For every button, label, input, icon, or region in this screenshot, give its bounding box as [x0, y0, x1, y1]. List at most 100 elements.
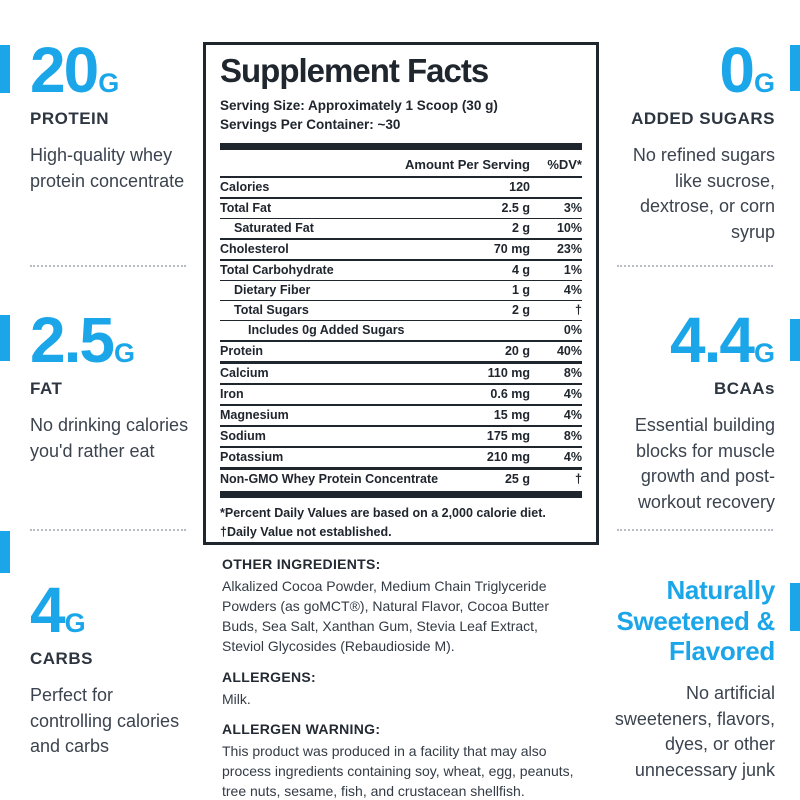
- nutrient-dv: 1%: [563, 263, 582, 278]
- nutrient-name: Magnesium: [220, 408, 289, 423]
- accent-bar-left-protein: [0, 45, 10, 93]
- callout-carbs: 4G CARBS Perfect for controlling calorie…: [30, 578, 190, 760]
- accent-bar-left-fat: [0, 315, 10, 361]
- nutrient-dv: †: [575, 472, 582, 487]
- nutrient-dv: 4%: [563, 283, 582, 298]
- unit-grams: G: [113, 338, 135, 368]
- allergens-body: Milk.: [222, 690, 251, 707]
- nutrient-name: Iron: [220, 387, 244, 402]
- protein-description: High-quality whey protein concentrate: [30, 145, 185, 191]
- nutrient-dv: 4%: [563, 408, 582, 423]
- nutrient-dv: 4%: [563, 387, 582, 402]
- nutrient-name: Saturated Fat: [234, 221, 314, 236]
- nutrient-name: Potassium: [220, 450, 284, 465]
- nutrient-name: Calories: [220, 180, 270, 195]
- nutrient-row: Cholesterol 70 mg 23%: [220, 240, 582, 261]
- callout-fat: 2.5G FAT No drinking calories you'd rath…: [30, 308, 190, 464]
- callout-bcaas: 4.4G BCAAs Essential building blocks for…: [603, 308, 775, 515]
- accent-bar-right-added-sugars: [790, 45, 800, 91]
- supplement-facts-title: Supplement Facts: [220, 52, 489, 89]
- nutrient-dv: 4%: [563, 450, 582, 465]
- dotted-divider: [30, 265, 186, 267]
- facts-header-row: Amount Per Serving %DV*: [220, 150, 582, 178]
- nutrient-amount: 20 g: [504, 344, 530, 359]
- accent-bar-left-carbs: [0, 531, 10, 573]
- nutrient-dv: 8%: [563, 366, 582, 381]
- unit-grams: G: [753, 338, 775, 368]
- nutrient-dv: 10%: [556, 221, 582, 236]
- servings-per-container: Servings Per Container: ~30: [220, 117, 401, 133]
- nutrient-amount: 110 mg: [487, 366, 530, 381]
- nutrient-row: Iron 0.6 mg 4%: [220, 385, 582, 406]
- added-sugars-label: ADDED SUGARS: [631, 109, 775, 128]
- nutrient-amount: 2 g: [511, 221, 530, 236]
- nutrient-row: Non-GMO Whey Protein Concentrate 25 g †: [220, 470, 582, 489]
- nutrient-row: Total Fat 2.5 g 3%: [220, 199, 582, 219]
- bcaas-amount: 4.4G: [670, 304, 775, 376]
- nutrient-name: Total Sugars: [234, 303, 309, 318]
- nutrient-dv: 40%: [556, 344, 582, 359]
- nutrient-name: Calcium: [220, 366, 269, 381]
- nutrient-name: Cholesterol: [220, 242, 289, 257]
- callout-added-sugars: 0G ADDED SUGARS No refined sugars like s…: [603, 38, 775, 245]
- nutrient-dv: 3%: [563, 201, 582, 216]
- nutrient-row: Calcium 110 mg 8%: [220, 364, 582, 385]
- accent-bar-right-bcaas: [790, 319, 800, 361]
- amount-per-serving-header: Amount Per Serving: [405, 156, 530, 172]
- unit-grams: G: [64, 608, 86, 638]
- nutrient-amount: 0.6 mg: [490, 387, 530, 402]
- nutrient-amount: 25 g: [504, 472, 530, 487]
- nutrient-name: Total Carbohydrate: [220, 263, 334, 278]
- nutrient-dv: †: [575, 303, 582, 318]
- thick-rule: [220, 490, 582, 498]
- nutrient-amount: 4 g: [511, 263, 530, 278]
- nutrient-name: Sodium: [220, 429, 266, 444]
- nutrient-row: Potassium 210 mg 4%: [220, 448, 582, 470]
- supplement-facts-panel: Supplement Facts Serving Size: Approxima…: [203, 42, 599, 545]
- bcaas-description: Essential building blocks for muscle gro…: [634, 415, 775, 512]
- added-sugars-amount: 0G: [719, 34, 775, 106]
- allergen-warning-heading: ALLERGEN WARNING:: [222, 721, 381, 738]
- unit-grams: G: [98, 68, 120, 98]
- added-sugars-description: No refined sugars like sucrose, dextrose…: [632, 145, 775, 242]
- serving-size: Serving Size: Approximately 1 Scoop (30 …: [220, 97, 498, 113]
- other-ingredients-heading: OTHER INGREDIENTS:: [222, 556, 381, 572]
- dv-header: %DV*: [547, 156, 582, 172]
- nutrient-amount: 15 mg: [493, 408, 530, 423]
- fat-description: No drinking calories you'd rather eat: [30, 415, 189, 461]
- nutrient-amount: 2.5 g: [501, 201, 531, 216]
- ingredients-section: OTHER INGREDIENTS: Alkalized Cocoa Powde…: [222, 556, 582, 800]
- fat-amount: 2.5G: [30, 304, 135, 376]
- accent-bar-right-naturally: [790, 583, 800, 631]
- nutrient-name: Non-GMO Whey Protein Concentrate: [220, 472, 439, 487]
- naturally-sweetened-heading: Naturally Sweetened & Flavored: [616, 575, 775, 667]
- callout-naturally-sweetened: Naturally Sweetened & Flavored No artifi…: [603, 575, 775, 783]
- protein-amount: 20G: [30, 34, 120, 106]
- nutrient-row: Protein 20 g 40%: [220, 342, 582, 364]
- carbs-label: CARBS: [30, 649, 93, 668]
- nutrient-name: Dietary Fiber: [234, 283, 311, 298]
- dotted-divider: [617, 529, 773, 531]
- nutrient-amount: 2 g: [511, 303, 530, 318]
- carbs-amount: 4G: [30, 574, 86, 646]
- unit-grams: G: [753, 68, 775, 98]
- nutrient-name: Total Fat: [220, 201, 272, 216]
- dagger-footnote: †Daily Value not established.: [220, 524, 392, 539]
- nutrient-dv: 23%: [556, 242, 582, 257]
- bcaas-label: BCAAs: [713, 379, 775, 398]
- nutrient-rows: Calories 120 Total Fat 2.5 g 3% Saturated Fat…: [220, 178, 582, 489]
- nutrient-amount: 1 g: [511, 283, 530, 298]
- fat-label: FAT: [30, 379, 63, 398]
- nutrient-dv: 0%: [563, 323, 582, 338]
- nutrient-amount: 210 mg: [486, 450, 530, 465]
- nutrient-row: Dietary Fiber 1 g 4%: [220, 281, 582, 301]
- protein-label: PROTEIN: [30, 109, 110, 128]
- nutrient-name: Protein: [220, 344, 264, 359]
- nutrient-dv: 8%: [563, 429, 582, 444]
- callout-protein: 20G PROTEIN High-quality whey protein co…: [30, 38, 190, 194]
- nutrient-name: Includes 0g Added Sugars: [248, 323, 405, 338]
- nutrient-row: Total Sugars 2 g †: [220, 301, 582, 321]
- other-ingredients-body: Alkalized Cocoa Powder, Medium Chain Tri…: [222, 578, 549, 654]
- thick-rule: [220, 142, 582, 150]
